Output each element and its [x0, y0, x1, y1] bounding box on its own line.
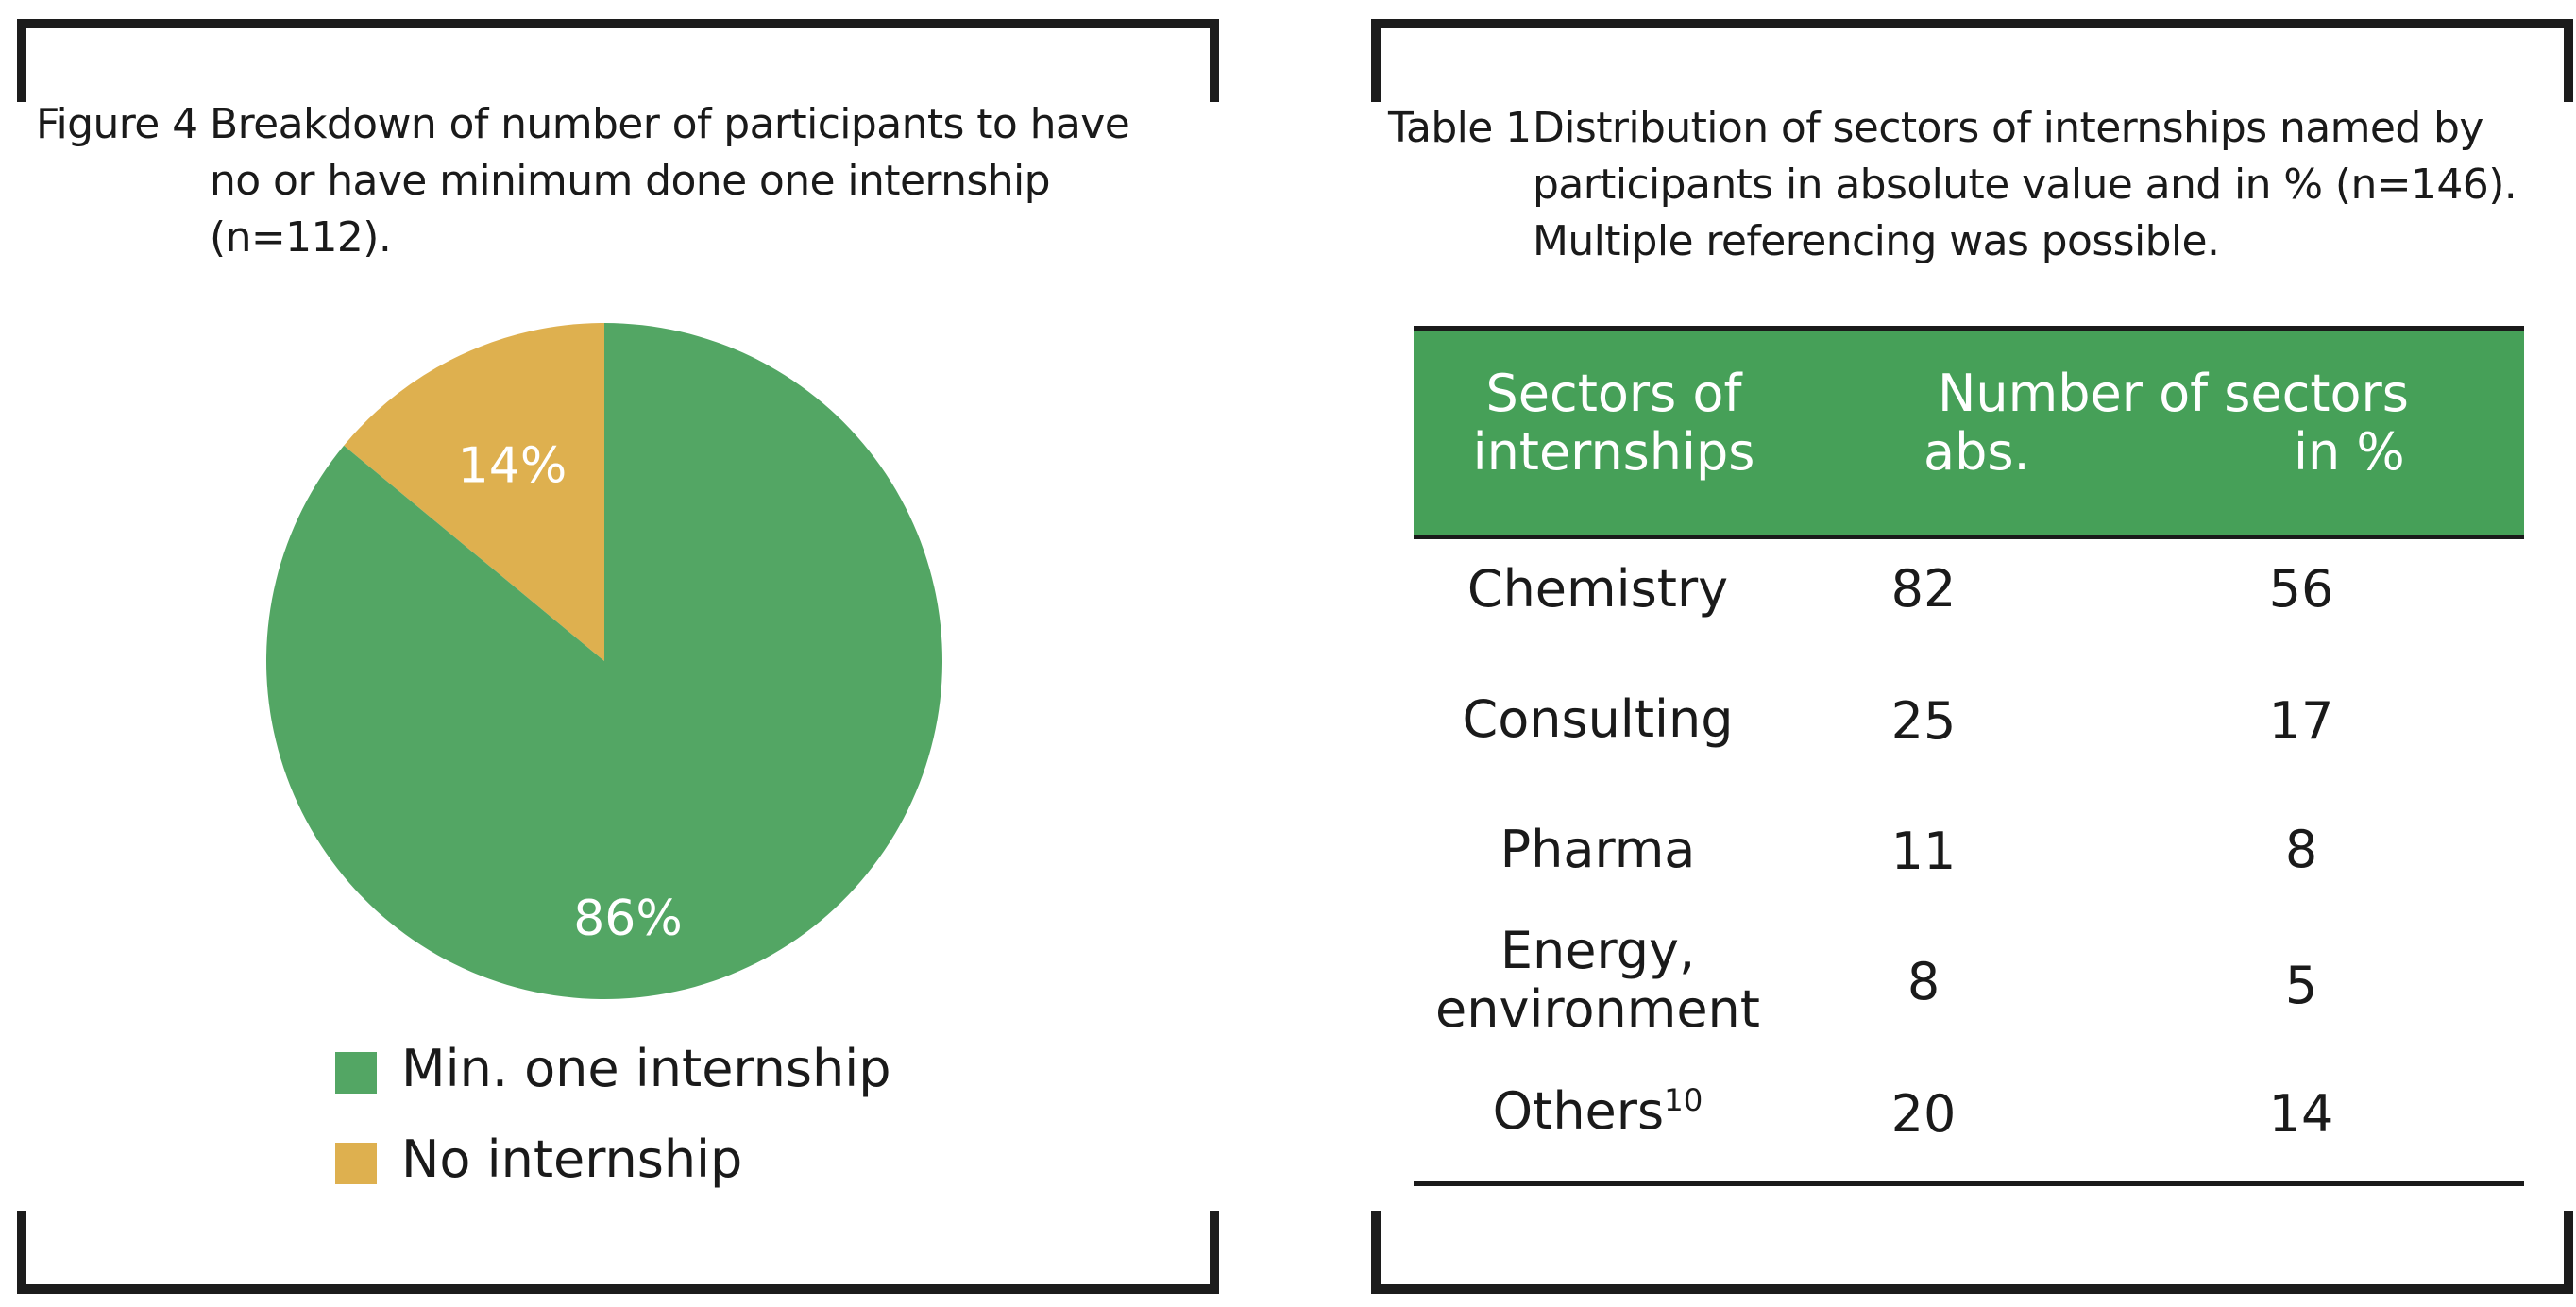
cell-pct: 17: [2268, 691, 2334, 751]
pie-slice-label: 14%: [458, 438, 568, 495]
header-abs: abs.: [1924, 422, 2030, 482]
cell-abs: 11: [1890, 822, 1957, 881]
table-caption: Table 1 Distribution of sectors of inter…: [1388, 100, 2540, 280]
header-sector: Sectors of internships: [1472, 364, 1755, 482]
cell-sector: Pharma: [1500, 820, 1696, 879]
cell-sector: Chemistry: [1466, 559, 1729, 619]
sectors-table: Sectors of internships Number of sectors…: [1414, 326, 2524, 1186]
cell-sector: Consulting: [1462, 689, 1734, 749]
pie-slice-label: 86%: [573, 891, 683, 947]
cell-sector: Energy, environment: [1435, 921, 1760, 1039]
cell-pct: 5: [2284, 956, 2318, 1015]
footnote-marker: 10: [1664, 1082, 1703, 1118]
table-frame-bottom: [1371, 1211, 2573, 1294]
cell-abs: 8: [1907, 952, 1940, 1011]
figure-caption: Figure 4 Breakdown of number of particip…: [36, 96, 1169, 276]
figure-caption-text: Breakdown of number of participants to h…: [210, 100, 1130, 262]
legend-swatch-yellow: [335, 1143, 377, 1184]
legend-swatch-green: [335, 1052, 377, 1094]
cell-pct: 8: [2284, 820, 2318, 879]
cell-pct: 56: [2268, 559, 2334, 619]
pie-slice-min-one-internship: [265, 323, 942, 999]
cell-abs: 25: [1890, 691, 1957, 751]
table-body: Chemistry 82 56 Consulting 25 17 Pharma …: [1414, 539, 2524, 1186]
figure-frame-top: [17, 19, 1219, 102]
legend-label: No internship: [401, 1129, 743, 1189]
header-pct: in %: [2294, 422, 2405, 482]
legend-label: Min. one internship: [401, 1039, 891, 1098]
cell-sector-text: Others: [1492, 1081, 1665, 1141]
cell-pct: 14: [2268, 1084, 2334, 1144]
pie-chart: 14% 86%: [265, 323, 942, 999]
table-header: Sectors of internships Number of sectors…: [1414, 326, 2524, 539]
cell-abs: 20: [1890, 1084, 1957, 1144]
table-frame-top: [1371, 19, 2573, 102]
pie-slice-no-internship: [344, 323, 604, 661]
cell-abs: 82: [1890, 559, 1957, 619]
figure-label: Figure 4: [36, 100, 198, 148]
table-caption-text: Distribution of sectors of internships n…: [1533, 104, 2517, 265]
header-group: Number of sectors: [1938, 364, 2409, 423]
table-label: Table 1: [1388, 104, 1532, 152]
figure-frame-bottom: [17, 1211, 1219, 1294]
cell-sector: Others10: [1414, 1082, 1782, 1141]
